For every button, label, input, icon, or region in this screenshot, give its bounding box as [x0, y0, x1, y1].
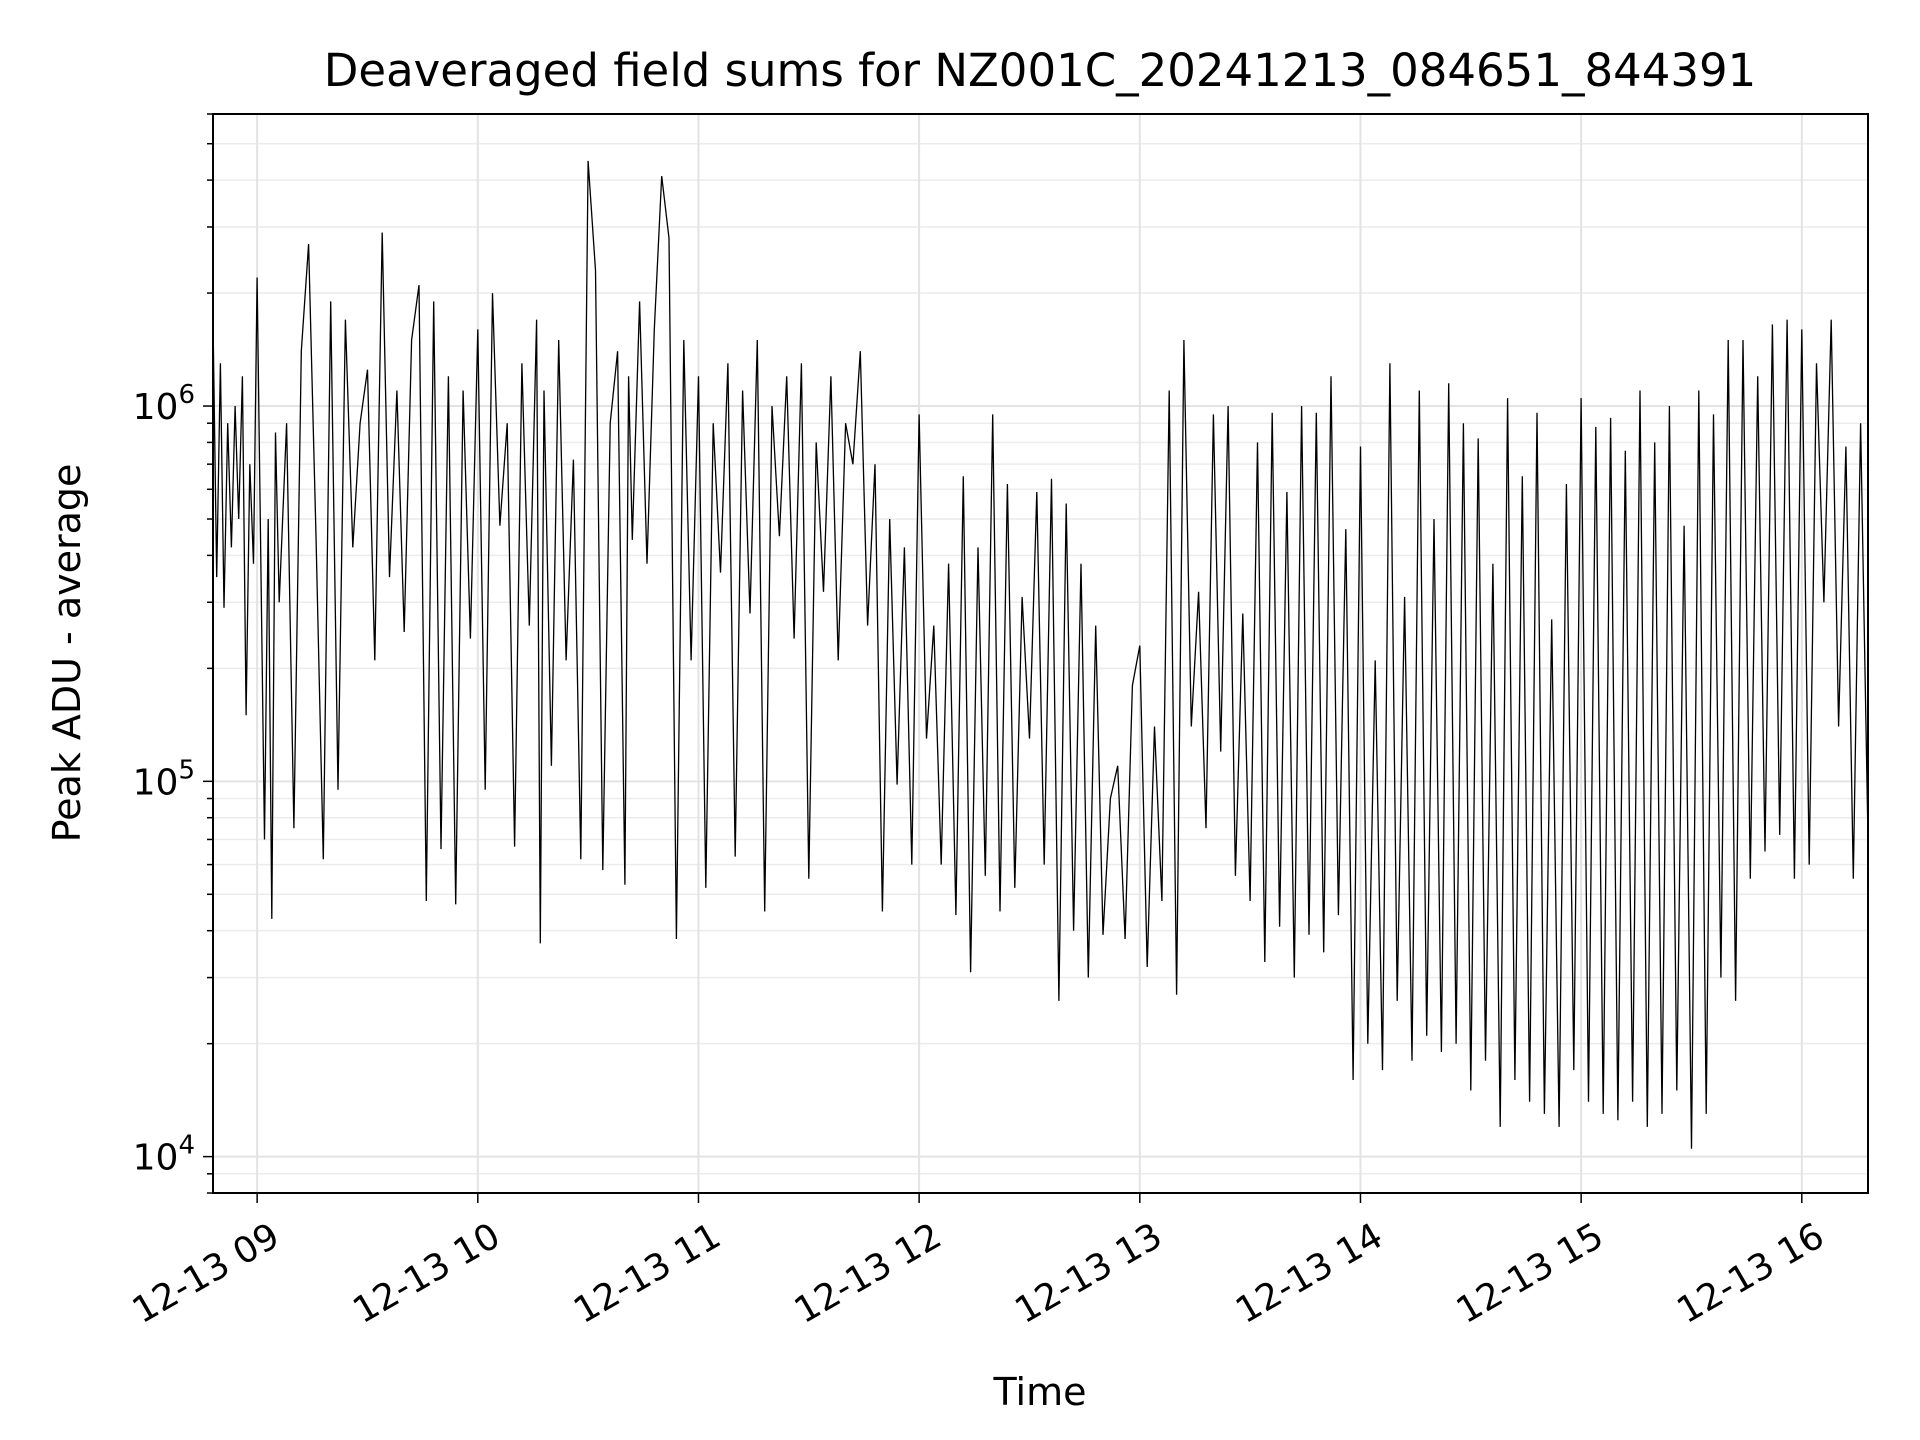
y-axis-label: Peak ADU - average — [45, 464, 89, 843]
x-tick-label: 12-13 15 — [1450, 1215, 1611, 1331]
y-tick-label: 106 — [133, 380, 195, 428]
chart-title: Deaveraged field sums for NZ001C_2024121… — [324, 44, 1756, 97]
x-tick-label: 12-13 11 — [567, 1215, 728, 1331]
x-axis: 12-13 09 12-13 10 12-13 11 12-13 12 12-13 13… — [126, 1193, 1831, 1332]
x-tick-label: 12-13 13 — [1008, 1215, 1169, 1331]
x-tick-label: 12-13 14 — [1229, 1215, 1390, 1331]
y-tick-label: 105 — [133, 755, 195, 803]
plot-frame — [212, 113, 1869, 1194]
plot-area — [212, 160, 1869, 1149]
y-tick-label: 104 — [133, 1131, 195, 1179]
y-axis: 104 105 106 — [133, 113, 213, 1194]
series-line — [212, 160, 1869, 1149]
x-tick-label: 12-13 09 — [126, 1215, 287, 1331]
x-axis-label: Time — [993, 1370, 1087, 1414]
x-tick-label: 12-13 10 — [346, 1215, 507, 1331]
x-tick-label: 12-13 12 — [788, 1215, 949, 1331]
x-tick-label: 12-13 16 — [1670, 1215, 1831, 1331]
